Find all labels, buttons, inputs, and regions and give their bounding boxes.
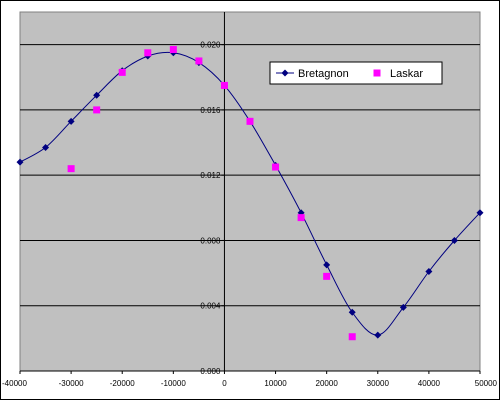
y-tick-label: 0.016	[200, 106, 221, 115]
axes	[19, 12, 481, 374]
data-point-bretagnon	[399, 303, 407, 311]
data-point-laskar	[195, 57, 203, 65]
legend: Bretagnon Laskar	[269, 61, 443, 85]
legend-label-laskar: Laskar	[390, 68, 423, 80]
data-point-laskar	[118, 68, 126, 76]
x-tick-label: 40000	[418, 379, 441, 388]
legend-marker-bretagnon	[281, 69, 289, 77]
y-tick-label: 0.008	[200, 236, 221, 245]
data-point-laskar	[297, 214, 305, 222]
data-point-laskar	[272, 163, 280, 171]
data-point-laskar	[169, 46, 177, 54]
x-tick-label: -40000	[2, 379, 27, 388]
y-tick-label: 0.020	[200, 41, 221, 50]
legend-marker-laskar	[373, 69, 381, 77]
data-point-bretagnon	[93, 91, 101, 99]
data-point-bretagnon	[476, 209, 484, 217]
data-point-laskar	[246, 117, 254, 125]
legend-box	[269, 61, 443, 85]
data-point-laskar	[144, 49, 152, 57]
data-point-bretagnon	[425, 267, 433, 275]
legend-label-bretagnon: Bretagnon	[298, 68, 349, 80]
y-tick-label: 0.000	[200, 367, 221, 376]
y-tick-label: 0.004	[200, 302, 221, 311]
data-point-bretagnon	[67, 117, 75, 125]
x-tick-label: -10000	[161, 379, 186, 388]
data-point-bretagnon	[374, 331, 382, 339]
x-tick-labels: -40000 -30000 -20000 -10000 0 10000 20000 30000…	[2, 379, 498, 388]
x-tick-label: -30000	[59, 379, 84, 388]
data-point-bretagnon	[42, 143, 50, 151]
data-point-bretagnon	[16, 158, 24, 166]
x-tick-label: 0	[222, 379, 227, 388]
data-point-bretagnon	[348, 308, 356, 316]
data-point-laskar	[323, 272, 331, 280]
data-point-bretagnon	[450, 236, 458, 244]
data-point-laskar	[93, 106, 101, 114]
data-point-laskar	[348, 333, 356, 341]
data-point-laskar	[67, 165, 75, 173]
x-tick-label: -20000	[110, 379, 135, 388]
x-tick-label: 50000	[475, 379, 498, 388]
y-tick-label: 0.012	[200, 171, 221, 180]
data-point-bretagnon	[323, 261, 331, 269]
series-laskar-markers	[67, 46, 356, 341]
x-tick-label: 20000	[316, 379, 339, 388]
data-point-laskar	[220, 81, 228, 89]
x-tick-label: 30000	[367, 379, 390, 388]
y-tick-labels: 0.000 0.004 0.008 0.012 0.016 0.020	[200, 41, 221, 376]
x-tick-label: 10000	[264, 379, 287, 388]
